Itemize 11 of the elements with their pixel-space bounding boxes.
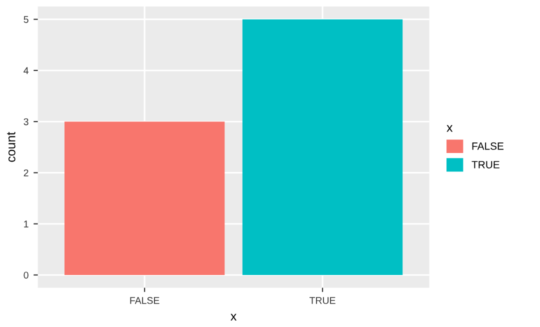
x-axis-title: x [230,314,237,320]
y-tick-label: 1 [24,220,28,228]
y-tick-label: 0 [24,272,28,279]
y-tick-label: 3 [24,118,28,126]
y-axis-title: count [7,132,16,162]
legend-title: x [446,125,453,132]
legend-label: TRUE [472,161,500,168]
y-tick-label: 2 [24,169,28,176]
y-tick-label: 5 [24,16,28,23]
legend-label: FALSE [472,142,504,150]
y-tick-label: 4 [24,67,28,74]
